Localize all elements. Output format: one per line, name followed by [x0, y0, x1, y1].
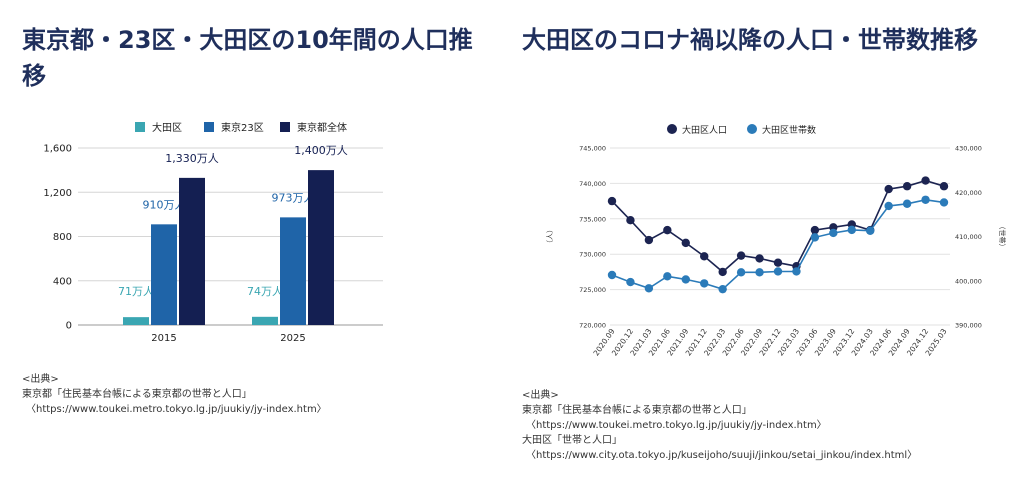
bar-data-label: 74万人: [247, 285, 283, 298]
data-point: [718, 284, 727, 294]
data-point: [773, 258, 783, 267]
data-point: [644, 235, 654, 245]
data-point: [663, 272, 672, 281]
data-point: [700, 279, 709, 288]
y-left-axis-title: （人）: [546, 226, 554, 247]
data-point: [902, 199, 912, 208]
data-point: [829, 228, 838, 238]
bar: [308, 170, 334, 325]
right-panel: 大田区のコロナ禍以降の人口・世帯数推移 大田区人口 大田区世帯数 720,000 72…: [512, 0, 1024, 497]
right-source-heading: <出典>: [522, 390, 559, 401]
bar: [179, 177, 205, 325]
y-tick-label: 400: [53, 276, 72, 287]
legend-label: 大田区世帯数: [762, 124, 816, 136]
legend-label: 大田区: [152, 121, 182, 134]
bar-data-label: 910万人: [143, 198, 186, 211]
left-source-heading: <出典>: [22, 374, 59, 385]
data-point: [810, 225, 820, 235]
y-left-tick-label: 725,000: [579, 286, 606, 294]
data-point: [866, 226, 875, 235]
data-point: [884, 201, 893, 211]
legend-swatch: [280, 122, 290, 132]
data-point: [681, 275, 690, 284]
right-source-link-2[interactable]: 〈https://www.city.ota.tokyo.jp/kuseijoho…: [526, 450, 918, 461]
x-tick-label: 2015: [151, 333, 176, 344]
left-bar-chart: 大田区 東京23区 東京都全体 0 400 800 1,200 1,600 71万人 910万人 1…: [43, 121, 383, 344]
data-point: [792, 267, 801, 276]
y-right-tick-label: 420,000: [955, 189, 982, 197]
bar-data-label: 973万人: [272, 191, 315, 204]
data-point: [884, 184, 893, 194]
bar-data-label: 1,400万人: [294, 144, 348, 157]
y-tick-label: 0: [66, 321, 72, 332]
x-tick-label: 2025: [280, 333, 305, 344]
data-point: [921, 176, 930, 185]
bar-data-label: 71万人: [118, 285, 154, 298]
left-chart-title: 東京都・23区・大田区の10年間の人口推移: [22, 26, 473, 90]
y-left-tick-label: 740,000: [579, 180, 606, 188]
y-left-tick-label: 745,000: [579, 145, 606, 153]
data-point: [607, 270, 617, 280]
right-source-line-1: 東京都「住民基本台帳による東京都の世帯と人口」: [522, 405, 752, 416]
data-point: [921, 195, 930, 204]
data-point: [626, 277, 635, 287]
data-point: [663, 225, 672, 235]
data-point: [736, 251, 746, 260]
bar: [252, 316, 278, 325]
y-left-tick-label: 730,000: [579, 251, 606, 259]
right-source-link-1[interactable]: 〈https://www.toukei.metro.tokyo.lg.jp/ju…: [526, 420, 827, 431]
data-point: [607, 196, 617, 206]
data-point: [736, 268, 746, 277]
legend-label: 東京23区: [221, 121, 264, 134]
series-line: [611, 179, 945, 273]
data-point: [755, 268, 764, 277]
data-point: [773, 267, 783, 276]
left-source: <出典> 東京都「住民基本台帳による東京都の世帯と人口」 〈https://ww…: [22, 372, 327, 417]
data-point: [644, 284, 654, 293]
y-right-axis-title: （世帯）: [998, 223, 1007, 251]
y-right-tick-label: 400,000: [955, 277, 982, 285]
data-point: [810, 233, 820, 242]
data-point: [700, 252, 709, 261]
bar: [280, 217, 306, 325]
y-tick-label: 800: [53, 232, 72, 243]
legend-marker: [667, 124, 677, 134]
bar-data-label: 1,330万人: [165, 152, 219, 165]
right-source: <出典> 東京都「住民基本台帳による東京都の世帯と人口」 〈https://ww…: [522, 388, 917, 463]
legend-label: 大田区人口: [682, 124, 727, 136]
right-line-chart: 大田区人口 大田区世帯数 720,000 725,000 730,000 735,000 7…: [546, 124, 1007, 358]
legend-marker: [747, 124, 757, 134]
legend-swatch: [204, 122, 214, 132]
data-point: [755, 254, 764, 263]
legend-swatch: [135, 122, 145, 132]
series-line: [611, 198, 945, 291]
legend-label: 東京都全体: [297, 121, 347, 134]
y-tick-label: 1,600: [43, 144, 72, 155]
left-panel: 東京都・23区・大田区の10年間の人口推移 大田区 東京23区 東京都全体 0 400 8…: [0, 0, 500, 497]
right-source-line-2: 大田区「世帯と人口」: [522, 435, 622, 446]
data-point: [939, 182, 949, 191]
right-chart-title: 大田区のコロナ禍以降の人口・世帯数推移: [522, 26, 978, 54]
y-right-tick-label: 430,000: [955, 145, 982, 153]
data-point: [626, 216, 635, 225]
y-left-tick-label: 720,000: [579, 322, 606, 330]
bar: [151, 224, 177, 325]
data-point: [847, 225, 856, 235]
data-point: [681, 238, 690, 248]
y-tick-label: 1,200: [43, 188, 72, 199]
y-left-tick-label: 735,000: [579, 215, 606, 223]
data-point: [939, 198, 949, 207]
data-point: [902, 182, 912, 191]
left-source-line: 東京都「住民基本台帳による東京都の世帯と人口」: [22, 389, 252, 400]
bar: [123, 317, 149, 325]
y-right-tick-label: 390,000: [955, 322, 982, 330]
data-point: [718, 267, 727, 277]
left-source-link[interactable]: 〈https://www.toukei.metro.tokyo.lg.jp/ju…: [26, 404, 327, 415]
y-right-tick-label: 410,000: [955, 233, 982, 241]
